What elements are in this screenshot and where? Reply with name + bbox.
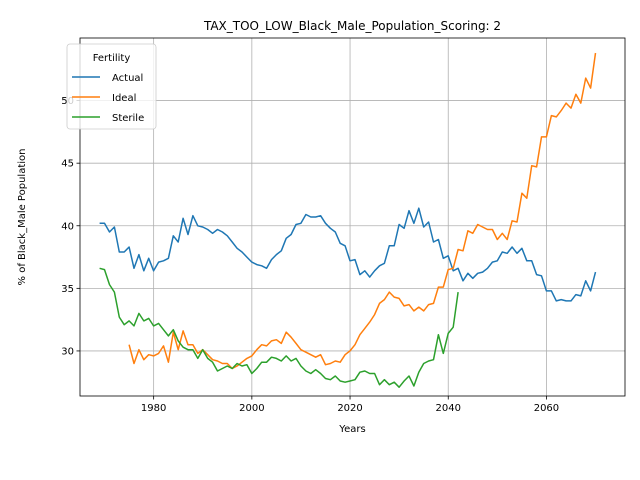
x-tick-label: 2000 bbox=[239, 403, 264, 414]
x-tick-label: 2060 bbox=[534, 403, 559, 414]
y-tick-label: 35 bbox=[61, 284, 74, 295]
x-tick-label: 2020 bbox=[337, 403, 362, 414]
y-tick-label: 40 bbox=[61, 221, 74, 232]
legend-label-sterile: Sterile bbox=[112, 113, 144, 124]
x-axis-label: Years bbox=[338, 424, 365, 435]
chart-title: TAX_TOO_LOW_Black_Male_Population_Scorin… bbox=[203, 19, 501, 33]
y-tick-label: 30 bbox=[61, 346, 74, 357]
y-axis-label: % of Black_Male Population bbox=[17, 149, 28, 286]
legend-label-actual: Actual bbox=[112, 73, 143, 84]
x-tick-label: 2040 bbox=[436, 403, 461, 414]
legend-title: Fertility bbox=[93, 53, 131, 64]
y-tick-label: 45 bbox=[61, 159, 74, 170]
legend-label-ideal: Ideal bbox=[112, 93, 136, 104]
x-tick-label: 1980 bbox=[141, 403, 166, 414]
legend: Fertility Actual Ideal Sterile bbox=[67, 44, 156, 129]
